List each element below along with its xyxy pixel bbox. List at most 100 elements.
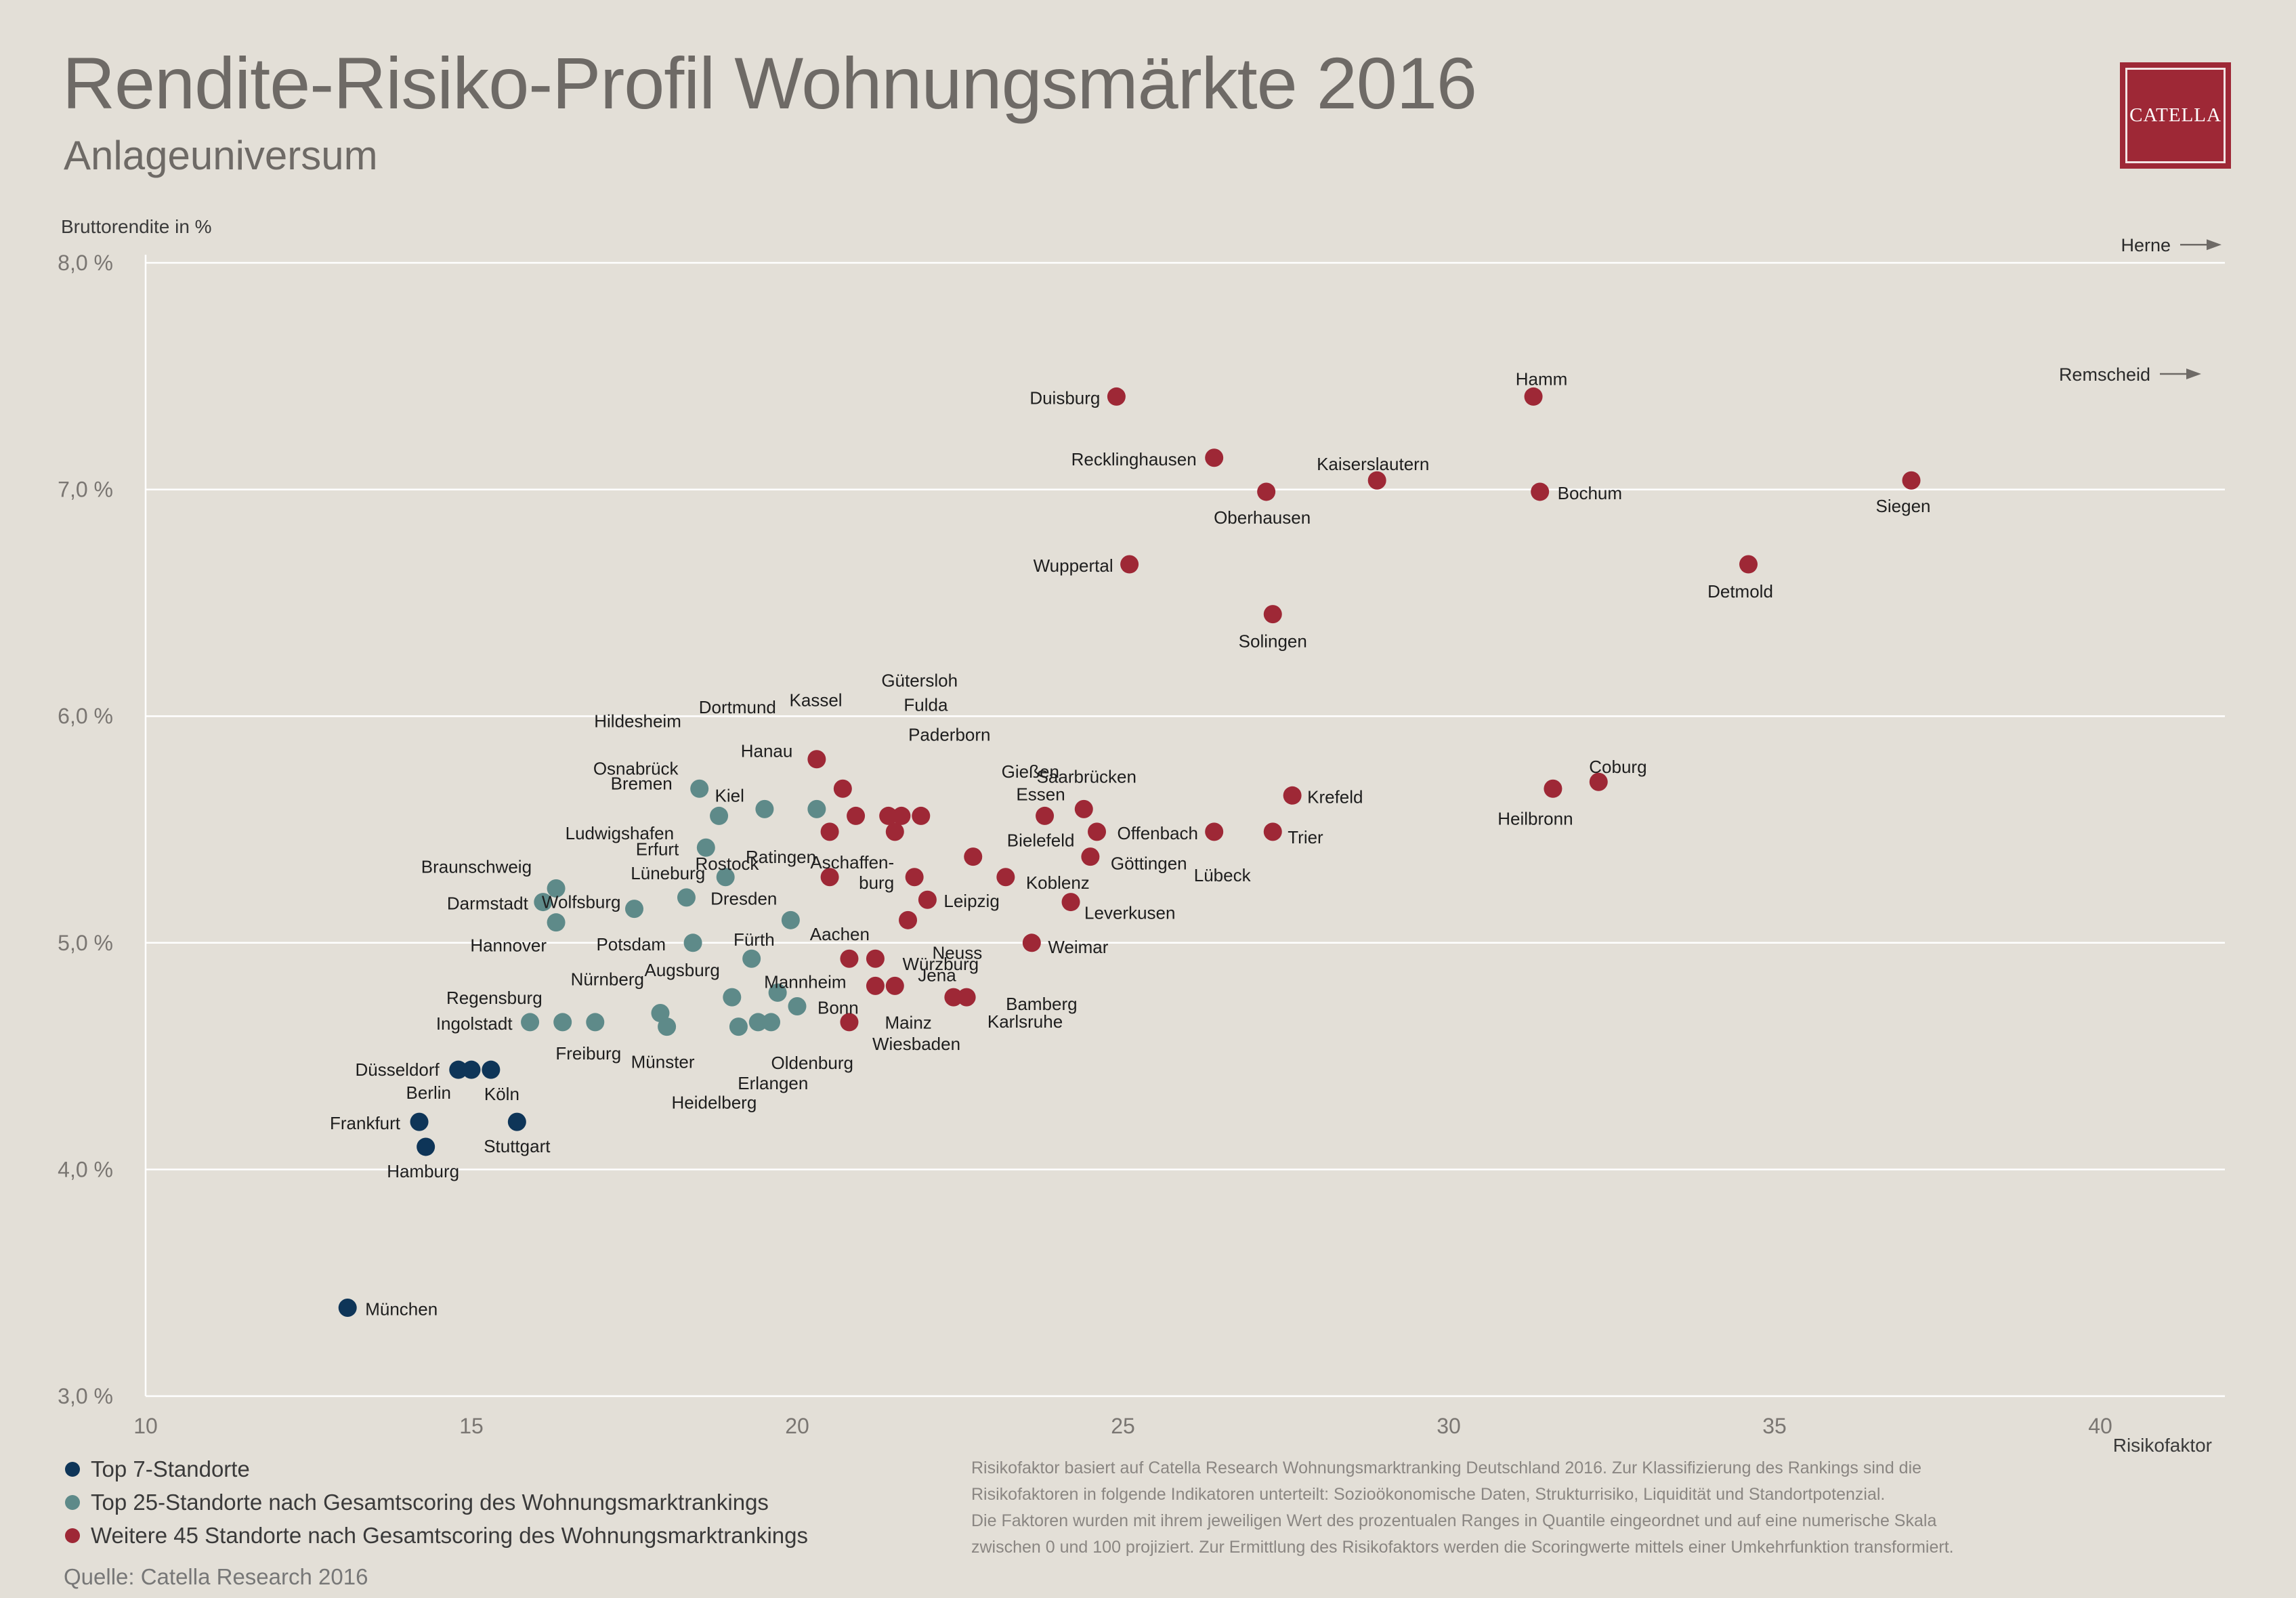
point-label: Recklinghausen <box>1071 449 1197 469</box>
y-tick-label: 7,0 % <box>58 478 113 502</box>
point-label: Wolfsburg <box>542 892 621 912</box>
data-point <box>1902 471 1921 490</box>
data-point <box>1081 847 1100 866</box>
point-label: Erlangen <box>738 1073 808 1093</box>
data-point <box>885 976 904 995</box>
data-point <box>820 868 839 887</box>
footnote-line: Risikofaktor basiert auf Catella Researc… <box>971 1458 1922 1477</box>
point-label: Solingen <box>1239 631 1307 652</box>
point-label: Hamm <box>1516 369 1568 389</box>
point-label: burg <box>859 872 894 893</box>
point-label: Stuttgart <box>484 1136 551 1156</box>
y-tick-label: 4,0 % <box>58 1157 113 1181</box>
data-point <box>866 949 885 968</box>
source-note: Quelle: Catella Research 2016 <box>64 1564 368 1589</box>
point-label: Hildesheim <box>594 711 681 731</box>
axes <box>144 255 2225 1397</box>
data-point <box>1120 555 1139 574</box>
data-point <box>410 1112 429 1131</box>
data-point <box>677 888 696 907</box>
point-label: Bonn <box>817 997 859 1017</box>
point-label: Hanau <box>741 740 793 761</box>
point-label: Detmold <box>1707 581 1773 602</box>
point-label: Berlin <box>406 1082 451 1103</box>
data-point <box>710 806 729 825</box>
data-point <box>1283 786 1302 805</box>
data-point <box>788 996 807 1015</box>
legend-item-weitere45: Weitere 45 Standorte nach Gesamtscoring … <box>65 1523 808 1549</box>
data-point <box>905 868 924 887</box>
point-label: Bamberg <box>1006 994 1078 1014</box>
point-label: Dresden <box>710 888 777 908</box>
data-point <box>417 1137 435 1156</box>
point-label: Augsburg <box>644 960 719 980</box>
data-point <box>1257 482 1276 501</box>
legend-label: Top 7-Standorte <box>91 1456 250 1481</box>
data-point <box>1205 448 1224 467</box>
point-label: Heidelberg <box>672 1093 757 1113</box>
data-point <box>957 988 976 1007</box>
point-label: Lüneburg <box>631 863 705 883</box>
tick-labels: 3,0 % 4,0 % 5,0 % 6,0 % 7,0 % 8,0 % 10 15 20 25 30… <box>58 251 2112 1438</box>
point-label: Mannheim <box>764 971 846 992</box>
x-tick-label: 15 <box>459 1414 484 1438</box>
data-point <box>547 879 566 898</box>
point-label: Lübeck <box>1194 865 1252 885</box>
gridlines <box>146 261 2225 1171</box>
legend-label: Weitere 45 Standorte nach Gesamtscoring … <box>91 1523 808 1548</box>
legend-marker <box>65 1495 80 1510</box>
point-label: Göttingen <box>1111 854 1187 874</box>
data-point <box>899 910 918 929</box>
point-label: Münster <box>631 1052 695 1072</box>
point-label: Oldenburg <box>771 1053 853 1073</box>
data-point <box>690 779 709 798</box>
data-point <box>507 1112 526 1131</box>
x-tick-label: 35 <box>1762 1414 1787 1438</box>
point-label: Bremen <box>611 773 673 793</box>
point-label: Freiburg <box>555 1043 621 1064</box>
data-points <box>338 387 1921 1318</box>
point-label: Darmstadt <box>447 893 529 914</box>
data-point <box>449 1060 468 1079</box>
point-label: Koblenz <box>1026 872 1090 893</box>
point-label: Düsseldorf <box>355 1059 440 1080</box>
x-tick-label: 25 <box>1111 1414 1135 1438</box>
data-point <box>716 868 735 887</box>
offchart-markers: Herne Remscheid <box>2059 235 2221 385</box>
point-label: Weimar <box>1048 937 1108 957</box>
point-label: Ludwigshafen <box>566 823 674 843</box>
data-point <box>1074 799 1093 818</box>
point-label: Fürth <box>734 929 775 950</box>
data-point <box>768 983 787 1002</box>
legend-item-top7: Top 7-Standorte <box>65 1456 250 1482</box>
footnote-line: Risikofaktoren in folgende Indikatoren u… <box>971 1485 1886 1504</box>
legend-marker <box>65 1528 80 1543</box>
offchart-label: Herne <box>2121 235 2171 255</box>
y-tick-label: 5,0 % <box>58 931 113 955</box>
x-tick-label: 10 <box>133 1414 158 1438</box>
point-label: Offenbach <box>1118 823 1199 843</box>
point-label: Oberhausen <box>1214 507 1311 528</box>
point-label: Würzburg <box>902 954 979 974</box>
point-label: Mainz <box>885 1012 931 1032</box>
data-point <box>586 1013 605 1032</box>
point-label: Gütersloh <box>881 670 958 690</box>
data-point <box>807 750 826 769</box>
data-point <box>944 988 963 1007</box>
point-label: Jena <box>918 965 956 985</box>
logo-text: CATELLA <box>2125 68 2226 163</box>
point-label: Braunschweig <box>421 856 532 877</box>
y-tick-label: 8,0 % <box>58 251 113 275</box>
point-label: Paderborn <box>908 724 990 744</box>
data-point <box>1739 555 1758 574</box>
point-label: Erfurt <box>636 839 679 859</box>
data-point <box>651 1004 670 1023</box>
point-label: München <box>365 1299 438 1320</box>
offchart-arrow-head <box>2186 368 2201 379</box>
point-label: Coburg <box>1589 757 1646 777</box>
point-label: Aschaffen- <box>810 852 894 872</box>
data-point <box>534 893 553 912</box>
x-axis-label: Risikofaktor <box>2113 1435 2212 1456</box>
data-point <box>1524 387 1543 406</box>
